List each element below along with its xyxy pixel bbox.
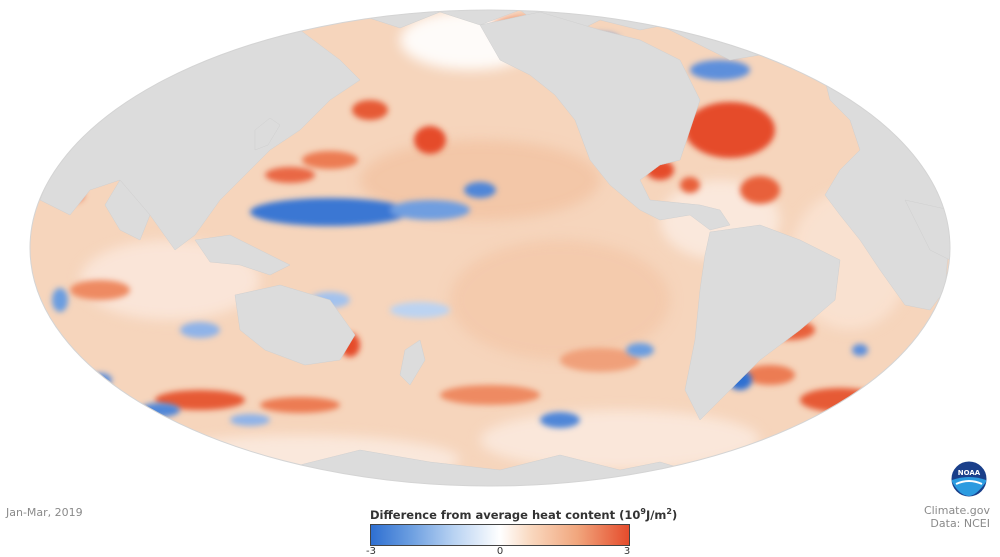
legend-title-unit: J/m: [645, 507, 667, 522]
land-west-africa: [904, 199, 950, 261]
legend-color-bar: [370, 524, 630, 546]
legend-tick-mid: 0: [496, 546, 504, 557]
legend-title-exponent-2: 2: [666, 507, 672, 516]
globe-outline: [29, 9, 951, 487]
legend-title-exponent: 9: [640, 507, 646, 516]
credit-site: Climate.gov: [923, 504, 990, 517]
land-australia: [234, 284, 356, 366]
cool-anomalies: [52, 33, 868, 428]
legend-title-end: ): [672, 507, 678, 522]
noaa-logo-icon: NOAA: [950, 460, 988, 498]
credit-source: Data: NCEI: [930, 517, 990, 530]
land-india: [104, 179, 151, 241]
land-japan: [254, 117, 281, 151]
credit-block: Climate.gov Data: NCEI: [924, 504, 990, 530]
legend-title-main: Difference from average heat content (10: [370, 507, 641, 522]
date-label: Jan-Mar, 2019: [6, 506, 83, 519]
ocean-heat-content-map: [29, 9, 951, 487]
land-new-zealand: [399, 339, 426, 386]
legend-tick-max: 3: [623, 546, 631, 557]
legend-title: Difference from average heat content (10…: [370, 507, 677, 522]
legend-tick-min: -3: [366, 546, 376, 557]
logo-text: NOAA: [958, 469, 981, 477]
land-north-america: [479, 11, 731, 231]
color-legend: Difference from average heat content (10…: [366, 507, 677, 557]
land-south-america: [684, 224, 841, 421]
land-se-asia-islands: [194, 234, 291, 276]
